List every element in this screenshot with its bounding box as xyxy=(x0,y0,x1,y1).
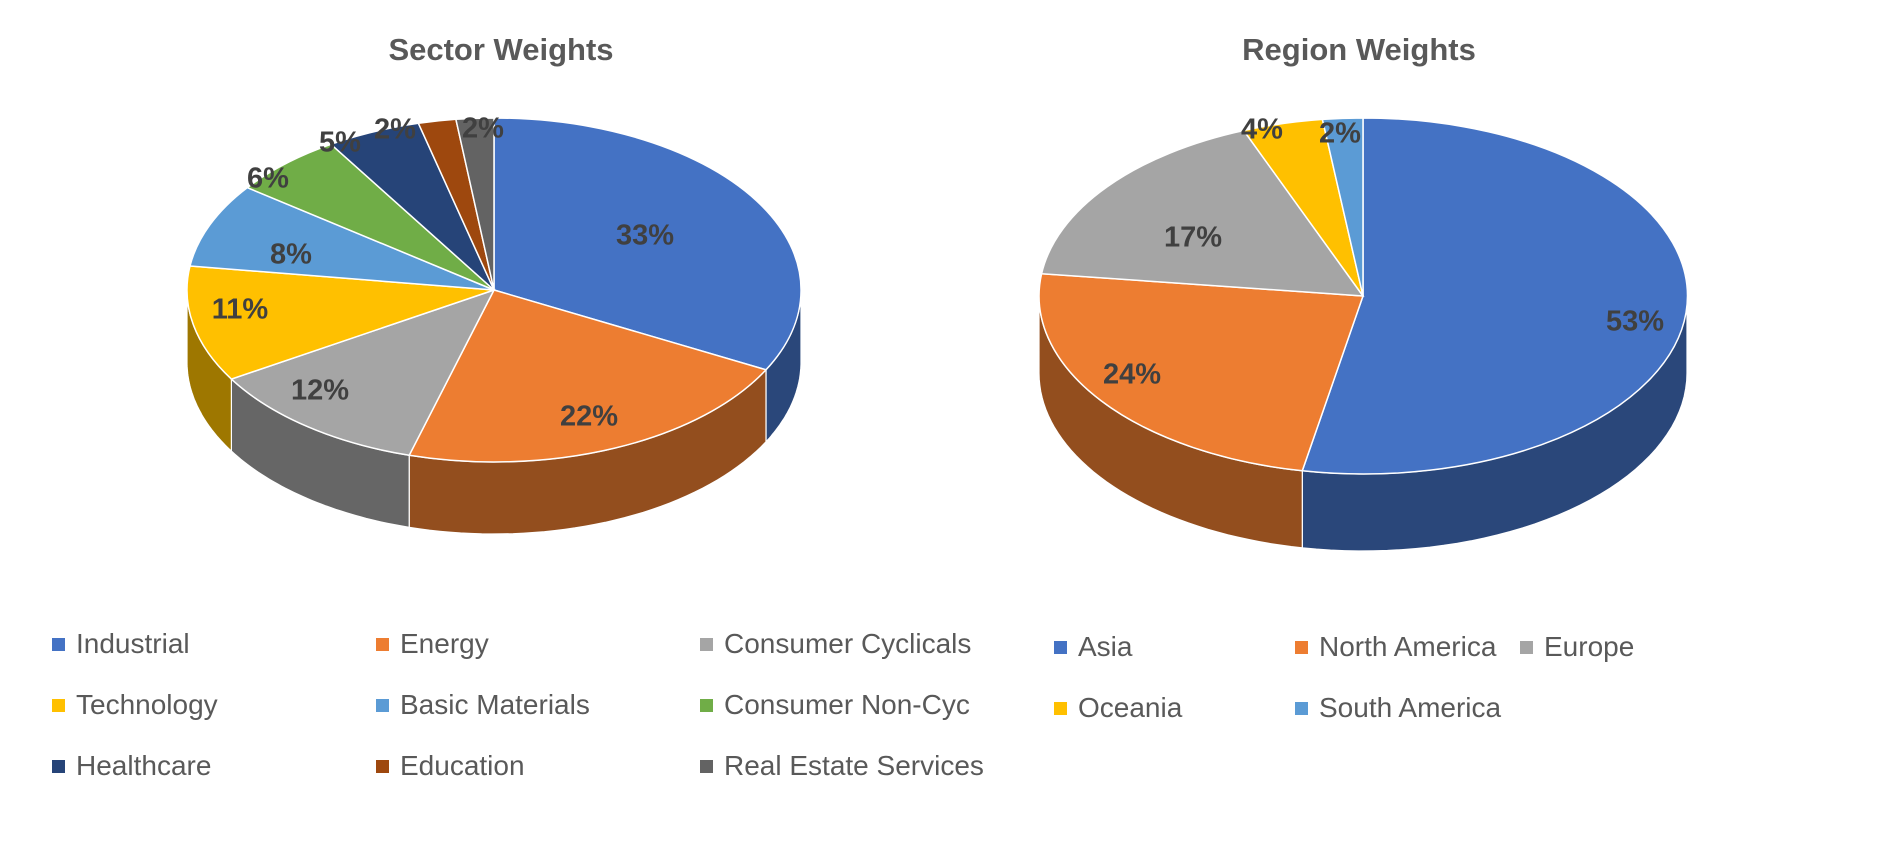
slice-0-1 xyxy=(408,289,768,463)
pie-0: 33% 22% 12% 11%8% 6% 5% 2% 2% xyxy=(186,113,802,535)
legend-swatch xyxy=(52,759,65,773)
legend-item-0-7: Education xyxy=(376,749,525,783)
slice-1-4 xyxy=(1321,117,1364,297)
legend-item-1-1: North America xyxy=(1295,630,1496,664)
legend-item-0-2: Consumer Cyclicals xyxy=(700,627,971,661)
legend-swatch xyxy=(1054,640,1067,654)
slice-0-3 xyxy=(186,265,495,380)
legend-label: Healthcare xyxy=(76,750,212,781)
legend-swatch xyxy=(1520,640,1533,654)
slice-0-4 xyxy=(189,186,495,291)
legend-swatch xyxy=(376,637,389,651)
legend-item-1-2: Europe xyxy=(1520,630,1634,664)
legend-label: Asia xyxy=(1078,631,1133,662)
legend-item-0-0: Industrial xyxy=(52,627,190,661)
legend-swatch xyxy=(1295,640,1308,654)
legend-swatch xyxy=(376,698,389,712)
legend-swatch xyxy=(376,759,389,773)
slice-label-1-3: 4% xyxy=(1241,114,1283,146)
legend-label: Real Estate Services xyxy=(724,750,984,781)
slice-label-0-6: 5% xyxy=(319,127,361,159)
slice-label-1-2: 17% xyxy=(1164,222,1222,254)
legend-swatch xyxy=(1054,701,1067,715)
legend-item-0-4: Basic Materials xyxy=(376,688,590,722)
legend-item-0-8: Real Estate Services xyxy=(700,749,984,783)
legend-label: Oceania xyxy=(1078,692,1183,723)
legend-swatch xyxy=(700,759,713,773)
slice-0-8 xyxy=(454,117,495,291)
legend-item-1-3: Oceania xyxy=(1054,691,1182,725)
region-chart-title: Region Weights xyxy=(1242,32,1476,67)
slice-label-0-2: 12% xyxy=(291,375,349,407)
legend-label: Industrial xyxy=(76,628,190,659)
slice-label-1-1: 24% xyxy=(1103,359,1161,391)
slice-label-1-4: 2% xyxy=(1319,118,1361,150)
legend-label: Energy xyxy=(400,628,489,659)
legend-item-1-4: South America xyxy=(1295,691,1501,725)
slice-label-0-7: 2% xyxy=(374,114,416,146)
slice-label-0-1: 22% xyxy=(560,401,618,433)
slice-label-0-0: 33% xyxy=(616,220,674,252)
legend-swatch xyxy=(1295,701,1308,715)
slice-label-1-0: 53% xyxy=(1606,306,1664,338)
slice-1-1 xyxy=(1038,272,1365,472)
legend-item-0-3: Technology xyxy=(52,688,218,722)
legend-label: Technology xyxy=(76,689,218,720)
legend-label: Consumer Non-Cyc xyxy=(724,689,970,720)
legend-item-0-1: Energy xyxy=(376,627,489,661)
legend-swatch xyxy=(700,637,713,651)
slice-0-2 xyxy=(229,288,496,457)
slice-label-0-3: 11% xyxy=(212,294,269,326)
legend-item-0-6: Healthcare xyxy=(52,749,211,783)
legend-label: South America xyxy=(1319,692,1502,723)
legend-label: Education xyxy=(400,750,525,781)
slice-1-2 xyxy=(1040,129,1365,297)
legend-item-0-5: Consumer Non-Cyc xyxy=(700,688,970,722)
slice-1-0 xyxy=(1301,117,1689,475)
slice-label-0-5: 6% xyxy=(247,163,289,195)
slice-label-0-8: 2% xyxy=(462,113,504,145)
slice-0-0 xyxy=(493,117,802,371)
legend-label: Basic Materials xyxy=(400,689,590,720)
legend-label: Consumer Cyclicals xyxy=(724,628,972,659)
legend-swatch xyxy=(700,698,713,712)
sector-chart-title: Sector Weights xyxy=(388,32,614,67)
legend-label: Europe xyxy=(1544,631,1635,662)
pie-1: 53% 24% 17% 4% 2% xyxy=(1038,114,1689,552)
slice-label-0-4: 8% xyxy=(270,239,312,271)
legend-label: North America xyxy=(1319,631,1497,662)
legend-swatch xyxy=(52,637,65,651)
legend-swatch xyxy=(52,698,65,712)
legend-item-1-0: Asia xyxy=(1054,630,1132,664)
